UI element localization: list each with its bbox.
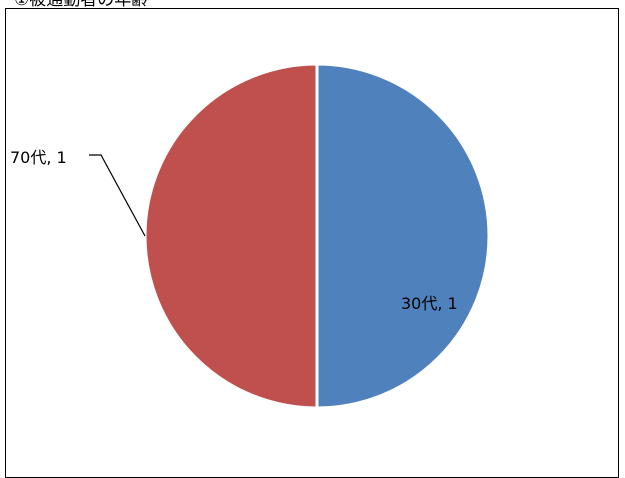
pie-slice-1 bbox=[143, 62, 319, 410]
data-label-30s: 30代, 1 bbox=[401, 294, 458, 313]
leader-line-70s bbox=[89, 154, 146, 237]
pie-chart: 30代, 1 70代, 1 bbox=[10, 62, 491, 410]
pie-slice-0 bbox=[315, 62, 491, 410]
chart-title: ①被通勤者の年齢 bbox=[14, 0, 149, 10]
data-label-70s: 70代, 1 bbox=[10, 148, 67, 167]
